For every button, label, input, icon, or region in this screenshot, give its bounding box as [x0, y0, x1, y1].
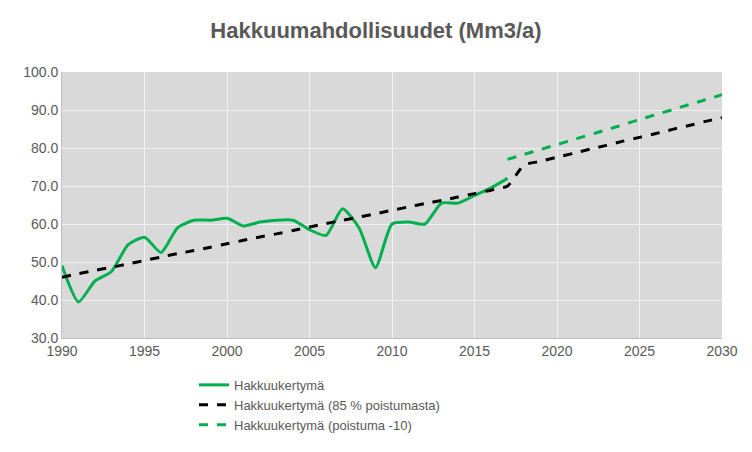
svg-text:1990: 1990: [46, 343, 77, 359]
svg-text:90.0: 90.0: [31, 102, 58, 118]
svg-text:1995: 1995: [129, 343, 160, 359]
svg-text:2000: 2000: [211, 343, 242, 359]
svg-text:2015: 2015: [459, 343, 490, 359]
svg-text:80.0: 80.0: [31, 140, 58, 156]
svg-text:Hakkuukertymä: Hakkuukertymä: [234, 378, 325, 393]
svg-text:30.0: 30.0: [31, 330, 58, 346]
svg-text:2030: 2030: [706, 343, 737, 359]
svg-text:50.0: 50.0: [31, 254, 58, 270]
svg-text:Hakkuukertymä (85 % poistumast: Hakkuukertymä (85 % poistumasta): [234, 398, 440, 413]
svg-text:2020: 2020: [541, 343, 572, 359]
svg-text:70.0: 70.0: [31, 178, 58, 194]
svg-text:Hakkuumahdollisuudet (Mm3/a): Hakkuumahdollisuudet (Mm3/a): [210, 18, 541, 43]
svg-text:2010: 2010: [376, 343, 407, 359]
svg-text:40.0: 40.0: [31, 292, 58, 308]
svg-text:60.0: 60.0: [31, 216, 58, 232]
svg-text:Hakkuukertymä (poistuma -10): Hakkuukertymä (poistuma -10): [234, 418, 412, 433]
svg-text:2025: 2025: [624, 343, 655, 359]
svg-text:100.0: 100.0: [23, 64, 58, 80]
svg-text:2005: 2005: [294, 343, 325, 359]
